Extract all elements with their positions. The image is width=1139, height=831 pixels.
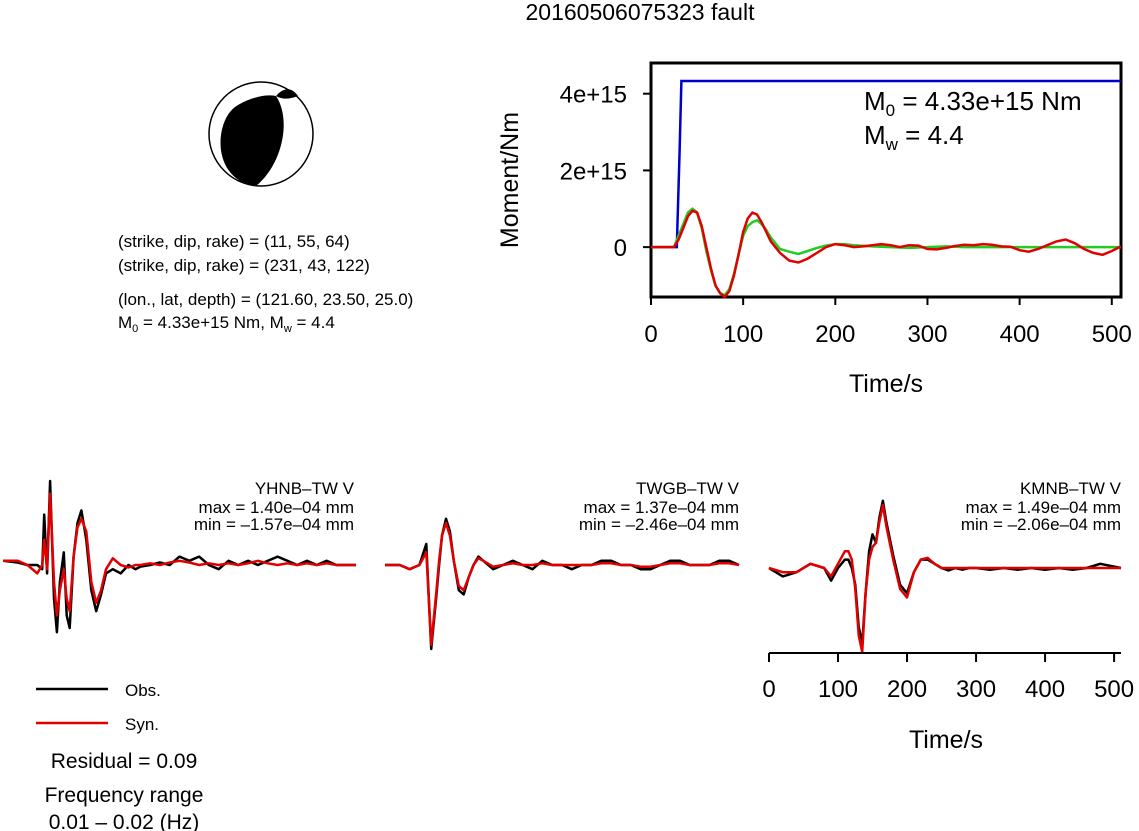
station-panel-kmnb: KMNB–TW V max = 1.49e–04 mm min = –2.06e…: [961, 479, 1122, 534]
moment-xtick-label: 0: [644, 321, 657, 348]
station-max: max = 1.49e–04 mm: [966, 498, 1121, 517]
waveform-xtick-label: 500: [1094, 676, 1134, 703]
moment-chart: 0 100 200 300 400 500 0 2e+15 4e+15 M0 = 4.33e+1…: [496, 61, 1132, 398]
moment-ytick-label: 2e+15: [560, 158, 627, 185]
legend-obs-label: Obs.: [125, 681, 161, 700]
station-max: max = 1.40e–04 mm: [199, 498, 354, 517]
station-panel-yhnb: YHNB–TW V max = 1.40e–04 mm min = –1.57e…: [194, 479, 355, 534]
station-name: KMNB–TW V: [1020, 479, 1122, 498]
frequency-title: Frequency range: [45, 784, 204, 807]
moment-series-group: [651, 79, 1122, 299]
moment-ytick-label: 0: [614, 235, 627, 262]
station-name: YHNB–TW V: [255, 479, 355, 498]
station-max: max = 1.37e–04 mm: [584, 498, 739, 517]
syn-trace-0: [3, 492, 356, 617]
moment-xtick-label: 200: [815, 321, 855, 348]
moment-series-2: [651, 209, 1122, 299]
moment-xtick-label: 500: [1092, 321, 1132, 348]
moment-xtick-label: 100: [723, 321, 763, 348]
moment-xlabel: Time/s: [849, 370, 923, 398]
station-min: min = –2.06e–04 mm: [961, 515, 1121, 534]
station-min: min = –1.57e–04 mm: [194, 515, 354, 534]
mechanism-line-2: (strike, dip, rake) = (231, 43, 122): [118, 256, 370, 275]
legend: Obs. Syn. Residual = 0.09 Frequency rang…: [36, 681, 203, 831]
waveform-time-axis: 0 100 200 300 400 500: [762, 652, 1134, 703]
mechanism-line-1: (strike, dip, rake) = (11, 55, 64): [118, 232, 350, 251]
waveform-xtick-label: 300: [956, 676, 996, 703]
waveform-xtick-label: 0: [762, 676, 775, 703]
station-panel-twgb: TWGB–TW V max = 1.37e–04 mm min = –2.46e…: [579, 479, 740, 534]
frequency-value: 0.01 – 0.02 (Hz): [49, 811, 200, 831]
waveform-series-group: [2, 479, 1122, 654]
station-min: min = –2.46e–04 mm: [579, 515, 739, 534]
waveform-xtick-label: 200: [887, 676, 927, 703]
moment-ytick-label: 4e+15: [560, 82, 627, 109]
moment-annotation-mw: Mw = 4.4: [864, 120, 964, 154]
moment-line: M0 = 4.33e+15 Nm, Mw = 4.4: [118, 313, 335, 335]
syn-trace-2: [768, 503, 1121, 654]
legend-syn-label: Syn.: [125, 715, 159, 734]
moment-axes: 0 100 200 300 400 500 0 2e+15 4e+15: [560, 82, 1132, 348]
figure-title: 20160506075323 fault: [526, 0, 756, 25]
waveform-xtick-label: 100: [818, 676, 858, 703]
moment-xtick-label: 400: [1000, 321, 1040, 348]
waveform-xlabel: Time/s: [909, 726, 983, 754]
syn-trace-1: [385, 521, 740, 647]
moment-annotation-m0: M0 = 4.33e+15 Nm: [864, 86, 1082, 120]
residual-text: Residual = 0.09: [51, 750, 198, 773]
location-line: (lon., lat, depth) = (121.60, 23.50, 25.…: [118, 290, 413, 309]
moment-xtick-label: 300: [907, 321, 947, 348]
moment-ylabel: Moment/Nm: [496, 112, 524, 248]
moment-series-1: [651, 207, 1121, 297]
moment-plot-frame: [649, 61, 1123, 299]
obs-trace-0: [2, 479, 356, 634]
station-name: TWGB–TW V: [636, 479, 740, 498]
waveform-xtick-label: 400: [1025, 676, 1065, 703]
beachball-icon: [208, 81, 314, 187]
